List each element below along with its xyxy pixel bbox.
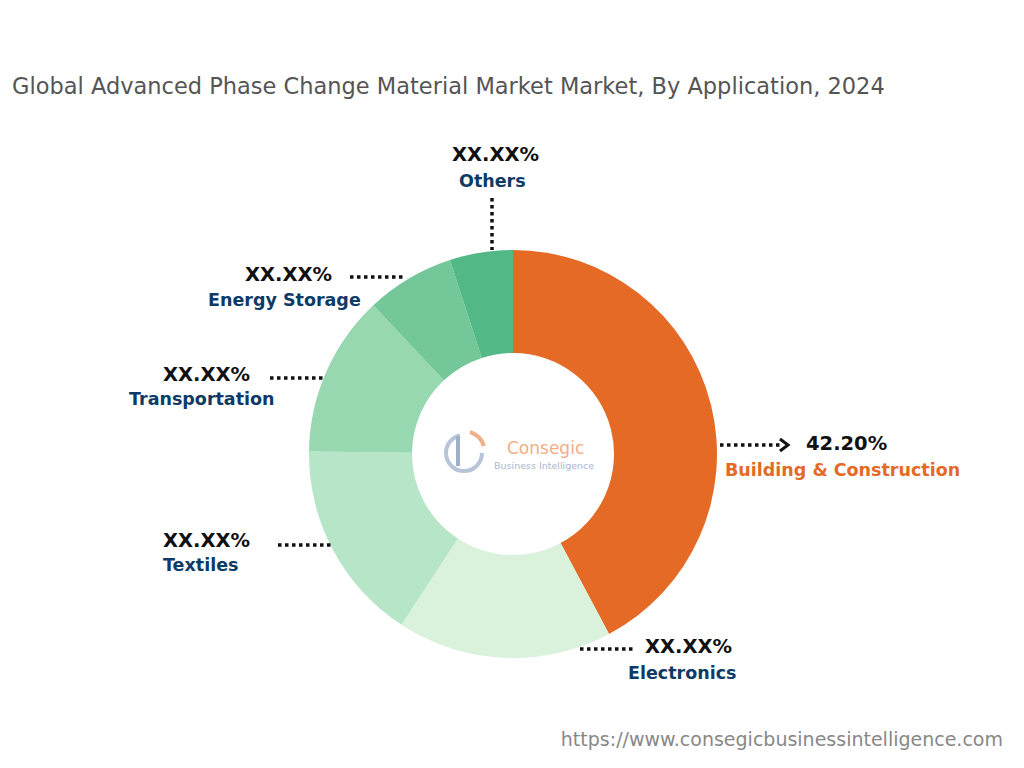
logo-icon (470, 432, 484, 446)
data-label: XX.XX% (452, 143, 539, 166)
leader-line (490, 198, 494, 250)
data-label: XX.XX% (245, 263, 332, 286)
leader-arrow (780, 439, 788, 451)
data-label: XX.XX% (163, 363, 250, 386)
category-label: Transportation (129, 389, 275, 409)
data-label: XX.XX% (645, 635, 732, 658)
logo-text: Business Intelligence (494, 460, 594, 471)
logo-text: Consegic (507, 438, 584, 458)
category-label: Energy Storage (208, 290, 361, 310)
category-label: Electronics (628, 663, 736, 683)
leader-line (720, 443, 782, 447)
data-label: XX.XX% (163, 529, 250, 552)
data-label: 42.20% (806, 432, 887, 455)
logo-icon (456, 436, 460, 466)
category-label: Building & Construction (725, 460, 960, 480)
leader-line (278, 543, 332, 547)
chart: Global Advanced Phase Change Material Ma… (0, 0, 1024, 768)
logo: Consegic Business Intelligence (446, 432, 594, 471)
slice (450, 250, 513, 358)
leader-line (270, 376, 323, 380)
category-label: Others (459, 171, 526, 191)
slices (309, 250, 717, 658)
title: Global Advanced Phase Change Material Ma… (12, 73, 885, 99)
logo-icon (446, 435, 482, 471)
leader-line (350, 275, 403, 279)
slice (309, 451, 458, 624)
source-url: https://www.consegicbusinessintelligence… (561, 728, 1003, 750)
leader-line (580, 647, 636, 651)
category-label: Textiles (163, 555, 238, 575)
